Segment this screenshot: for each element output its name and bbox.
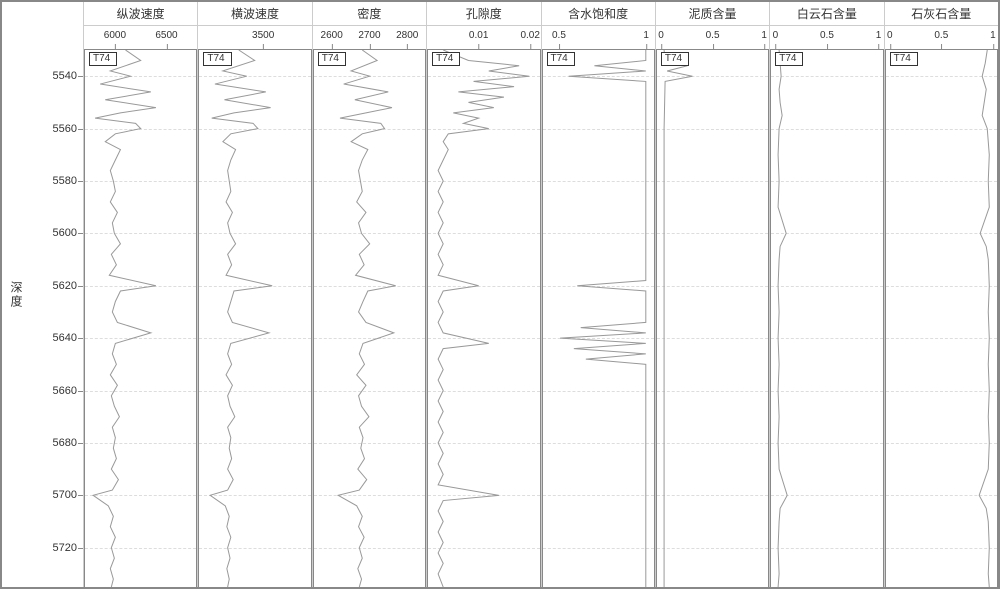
depth-axis-label: 深度	[8, 281, 25, 309]
track-title: 泥质含量	[656, 2, 769, 26]
track: 泥质含量00.51T74	[656, 2, 770, 587]
track-body: T74	[198, 50, 311, 587]
track: 含水饱和度0.51T74	[542, 2, 656, 587]
track-title: 石灰石含量	[885, 2, 998, 26]
x-tick: 2600	[321, 30, 343, 41]
x-tick: 0	[658, 30, 664, 41]
track-body: T74	[770, 50, 883, 587]
track-title: 含水饱和度	[542, 2, 655, 26]
track: 密度 2600 2700 2800 T74	[313, 2, 427, 587]
log-curve	[771, 50, 882, 587]
well-badge: T74	[203, 52, 231, 66]
track: 石灰石含量00.51T74	[885, 2, 998, 587]
track-xaxis: 3500	[198, 26, 311, 50]
track-title: 白云石含量	[770, 2, 883, 26]
tracks-container: 纵波速度 6000 6500 T74 横波速度 3500 T74 密度 2600 2700 2800…	[84, 2, 998, 587]
track-body: T74	[427, 50, 540, 587]
log-curve	[314, 50, 425, 587]
track: 横波速度 3500 T74	[198, 2, 312, 587]
well-badge: T74	[318, 52, 346, 66]
track-body: T74	[656, 50, 769, 587]
track: 白云石含量00.51T74	[770, 2, 884, 587]
well-log-figure: 深度 5540556055805600562056405660568057005…	[0, 0, 1000, 589]
well-badge: T74	[547, 52, 575, 66]
log-curve	[428, 50, 539, 587]
x-tick: 6500	[155, 30, 177, 41]
well-badge: T74	[775, 52, 803, 66]
log-curve	[199, 50, 310, 587]
depth-tick: 5620	[33, 280, 83, 292]
track-body: T74	[885, 50, 998, 587]
depth-tick: 5600	[33, 227, 83, 239]
x-tick: 0.5	[934, 30, 948, 41]
well-badge: T74	[661, 52, 689, 66]
depth-tick: 5700	[33, 489, 83, 501]
track-title: 纵波速度	[84, 2, 197, 26]
depth-tick: 5540	[33, 70, 83, 82]
x-tick: 0	[773, 30, 779, 41]
log-curve	[886, 50, 997, 587]
track-xaxis: 0.01 0.02	[427, 26, 540, 50]
depth-tick: 5660	[33, 385, 83, 397]
track: 纵波速度 6000 6500 T74	[84, 2, 198, 587]
depth-tick: 5680	[33, 437, 83, 449]
track-xaxis: 00.51	[770, 26, 883, 50]
track-body: T74	[84, 50, 197, 587]
depth-tick: 5720	[33, 542, 83, 554]
x-tick: 0	[887, 30, 893, 41]
track-body: T74	[542, 50, 655, 587]
x-tick: 1	[761, 30, 767, 41]
well-badge: T74	[432, 52, 460, 66]
track-body: T74	[313, 50, 426, 587]
x-tick: 1	[643, 30, 649, 41]
track-xaxis: 0.51	[542, 26, 655, 50]
x-tick: 1	[876, 30, 882, 41]
x-tick: 2800	[396, 30, 418, 41]
x-tick: 1	[990, 30, 996, 41]
depth-tick: 5580	[33, 175, 83, 187]
x-tick: 0.5	[552, 30, 566, 41]
well-badge: T74	[890, 52, 918, 66]
x-tick: 6000	[104, 30, 126, 41]
x-tick: 0.02	[520, 30, 539, 41]
x-tick: 2700	[358, 30, 380, 41]
track-title: 密度	[313, 2, 426, 26]
track-title: 横波速度	[198, 2, 311, 26]
x-tick: 0.01	[469, 30, 488, 41]
depth-axis: 深度 5540556055805600562056405660568057005…	[2, 2, 84, 587]
track-title: 孔隙度	[427, 2, 540, 26]
x-tick: 0.5	[820, 30, 834, 41]
track-xaxis: 00.51	[885, 26, 998, 50]
log-curve	[543, 50, 654, 587]
log-curve	[657, 50, 768, 587]
x-tick: 0.5	[706, 30, 720, 41]
track: 孔隙度 0.01 0.02 T74	[427, 2, 541, 587]
log-curve	[85, 50, 196, 587]
well-badge: T74	[89, 52, 117, 66]
depth-tick: 5560	[33, 123, 83, 135]
track-xaxis: 00.51	[656, 26, 769, 50]
depth-ticks-area: 5540 5560 5580 5600 5620 5640 5660 5680 5700 5720	[33, 50, 83, 587]
x-tick: 3500	[252, 30, 274, 41]
track-xaxis: 2600 2700 2800	[313, 26, 426, 50]
depth-tick: 5640	[33, 332, 83, 344]
track-xaxis: 6000 6500	[84, 26, 197, 50]
